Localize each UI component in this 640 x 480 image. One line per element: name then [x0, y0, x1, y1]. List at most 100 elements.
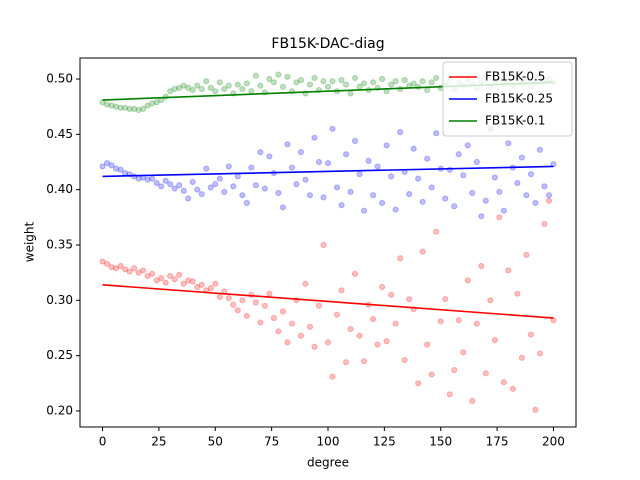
point — [311, 343, 318, 350]
point — [541, 183, 548, 190]
point — [491, 174, 498, 181]
point — [482, 197, 489, 204]
x-tick-label: 100 — [317, 435, 340, 449]
point — [527, 331, 535, 338]
point — [333, 184, 341, 191]
point — [261, 302, 268, 309]
point — [234, 81, 241, 88]
point — [451, 366, 458, 374]
point — [320, 194, 327, 201]
point — [284, 141, 291, 148]
plot-frame — [79, 57, 577, 428]
point — [239, 85, 246, 93]
point — [428, 184, 435, 191]
point — [392, 320, 399, 327]
point — [338, 77, 345, 84]
chart-title: FB15K-DAC-diag — [271, 36, 384, 52]
point — [505, 140, 512, 147]
point — [126, 268, 133, 275]
point — [189, 178, 196, 186]
point — [442, 296, 449, 303]
point — [360, 207, 368, 214]
point — [162, 177, 169, 184]
point — [329, 373, 336, 380]
point — [275, 71, 282, 78]
point — [221, 85, 228, 93]
y-tick-label: 0.30 — [46, 293, 73, 307]
point — [320, 241, 327, 249]
point — [496, 188, 503, 195]
legend-box — [442, 61, 573, 137]
point — [266, 75, 273, 83]
point — [419, 198, 426, 205]
point — [243, 312, 250, 319]
point — [194, 283, 201, 291]
point — [185, 84, 192, 91]
point — [514, 179, 521, 187]
point — [379, 75, 386, 83]
point — [293, 79, 300, 86]
point — [297, 77, 305, 84]
point — [135, 106, 142, 114]
point — [374, 163, 381, 170]
point — [248, 164, 255, 171]
point — [406, 190, 413, 198]
x-tick-label: 50 — [208, 435, 223, 449]
point — [545, 197, 553, 204]
point — [153, 99, 160, 106]
point — [338, 202, 345, 209]
point — [225, 294, 232, 302]
point — [401, 356, 408, 364]
point — [369, 316, 377, 323]
point — [103, 160, 111, 167]
point — [284, 73, 291, 80]
point — [189, 86, 196, 94]
point — [144, 102, 151, 109]
point — [324, 339, 332, 346]
point — [306, 323, 314, 330]
point — [171, 85, 178, 93]
point — [144, 272, 151, 280]
point — [351, 74, 359, 82]
point — [342, 151, 350, 158]
point — [257, 148, 264, 156]
point — [333, 311, 341, 318]
point — [365, 157, 372, 164]
y-tick-label: 0.50 — [46, 72, 73, 86]
point — [207, 285, 214, 292]
point — [180, 280, 187, 287]
point — [397, 255, 404, 262]
point — [523, 192, 530, 199]
point — [252, 182, 259, 189]
point — [406, 296, 413, 303]
point — [225, 82, 232, 89]
point — [424, 86, 431, 94]
point — [212, 181, 219, 188]
point — [424, 341, 431, 348]
point — [379, 199, 386, 207]
point — [203, 165, 210, 172]
y-tick-label: 0.25 — [46, 348, 73, 362]
point — [536, 146, 544, 153]
point — [270, 314, 277, 322]
point — [369, 79, 377, 86]
point — [288, 320, 296, 327]
fit-line — [102, 165, 554, 178]
point — [230, 301, 237, 308]
point — [315, 158, 323, 166]
point — [451, 203, 458, 210]
point — [419, 248, 426, 255]
point — [248, 88, 255, 95]
point — [410, 145, 417, 152]
x-tick-label: 150 — [429, 435, 452, 449]
point — [185, 277, 192, 284]
point — [505, 267, 512, 274]
point — [433, 228, 440, 235]
y-tick-label: 0.45 — [46, 127, 73, 141]
point — [464, 142, 471, 149]
point — [351, 270, 359, 277]
point — [198, 281, 205, 288]
point — [464, 277, 471, 284]
point — [99, 258, 106, 265]
